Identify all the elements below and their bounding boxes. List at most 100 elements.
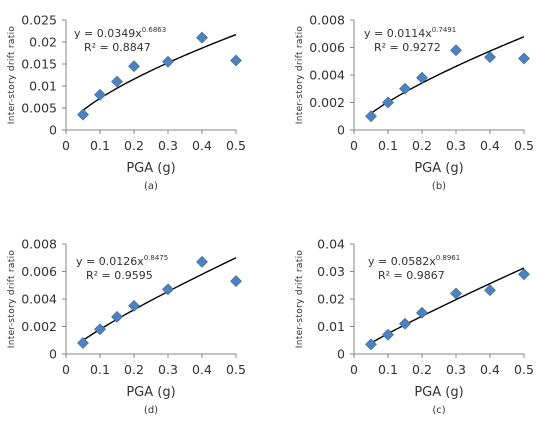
x-tick-label: 0.1: [378, 138, 398, 153]
chart-panel-1: 0 0.005 0.01 0.015 0.02 0.025 0 0.1 0.2 0.3 0.4 0.5…: [7, 13, 246, 193]
data-point: [484, 284, 496, 297]
x-tick-label: 0.5: [226, 362, 246, 377]
y-tick-label: 0.006: [309, 40, 345, 55]
r-squared-label: R² = 0.9595: [86, 269, 153, 282]
x-tick-label: 0.5: [514, 138, 534, 153]
y-tick-label: 0.025: [21, 13, 57, 28]
equation-text: y = 0.0126x: [76, 255, 144, 268]
equation-exponent: 0.8961: [436, 254, 461, 262]
data-point: [382, 328, 394, 341]
data-point: [77, 337, 89, 349]
x-tick-label: 0.1: [90, 362, 110, 377]
panel-caption: (a): [144, 181, 158, 192]
data-point: [399, 317, 411, 330]
trendline-equation: y = 0.0114x0.7491: [364, 26, 456, 40]
panel-caption: (d): [144, 405, 158, 416]
y-axis-label: Inter-story drift ratio: [7, 26, 17, 125]
chart-panel-4: 0 0.01 0.02 0.03 0.04 0 0.1 0.2 0.3 0.4 0.5 PGA (g)…: [295, 237, 534, 417]
trendline: [368, 267, 525, 345]
y-tick-label: 0.02: [317, 292, 345, 307]
y-tick-label: 0.02: [29, 35, 57, 50]
x-tick-label: 0: [62, 138, 70, 153]
x-tick-label: 0: [350, 138, 358, 153]
x-tick-label: 0.1: [90, 138, 110, 153]
trendline-equation: y = 0.0349x0.6863: [74, 26, 166, 40]
x-tick-label: 0.1: [378, 362, 398, 377]
trendline: [368, 36, 525, 116]
equation-text: y = 0.0582x: [368, 255, 436, 268]
y-tick-label: 0.002: [309, 95, 345, 110]
equation-exponent: 0.6863: [142, 26, 167, 34]
x-tick-label: 0.4: [192, 138, 212, 153]
x-tick-label: 0.4: [480, 362, 500, 377]
x-tick-label: 0.2: [124, 362, 144, 377]
x-tick-label: 0.4: [480, 138, 500, 153]
y-tick-label: 0.008: [21, 237, 57, 252]
data-point: [518, 268, 530, 281]
data-point: [94, 88, 106, 101]
y-tick-label: 0.002: [21, 319, 57, 334]
equation-exponent: 0.7491: [432, 26, 457, 34]
y-tick-label: 0.004: [309, 68, 345, 83]
trendline: [80, 33, 237, 113]
data-point: [450, 44, 462, 57]
data-point: [416, 306, 428, 319]
trendline: [80, 257, 237, 343]
data-point: [111, 310, 123, 323]
data-point: [128, 60, 140, 73]
data-point: [365, 338, 377, 351]
data-point: [450, 287, 462, 300]
equation-text: y = 0.0114x: [364, 27, 432, 40]
y-tick-label: 0.006: [21, 264, 57, 279]
x-tick-label: 0.4: [192, 362, 212, 377]
r-squared-label: R² = 0.9272: [374, 41, 441, 54]
chart-panel-2: 0 0.002 0.004 0.006 0.008 0 0.1 0.2 0.3 0.4 0.5 PGA…: [295, 13, 534, 193]
x-tick-label: 0: [62, 362, 70, 377]
trendline-equation: y = 0.0126x0.8475: [76, 254, 168, 268]
y-tick-label: 0.03: [317, 264, 345, 279]
x-tick-label: 0.2: [412, 138, 432, 153]
y-tick-label: 0.01: [29, 79, 57, 94]
y-tick-label: 0.015: [21, 57, 57, 72]
y-tick-label: 0.01: [317, 319, 345, 334]
data-point: [484, 51, 496, 64]
x-tick-label: 0: [350, 362, 358, 377]
equation-text: y = 0.0349x: [74, 27, 142, 40]
chart-panel-3: 0 0.002 0.004 0.006 0.008 0 0.1 0.2 0.3 0.4 0.5 PGA…: [7, 237, 246, 417]
data-point: [77, 108, 89, 121]
x-tick-label: 0.3: [158, 138, 178, 153]
data-point: [162, 283, 174, 296]
y-tick-label: 0: [337, 347, 345, 362]
data-point: [196, 255, 208, 268]
y-tick-label: 0.008: [309, 13, 345, 28]
data-point: [162, 55, 174, 68]
y-tick-label: 0: [337, 123, 345, 138]
y-tick-label: 0.005: [21, 101, 57, 116]
y-tick-label: 0.04: [317, 237, 345, 252]
r-squared-label: R² = 0.8847: [84, 41, 151, 54]
data-point: [399, 82, 411, 95]
x-tick-label: 0.3: [158, 362, 178, 377]
x-tick-label: 0.3: [446, 362, 466, 377]
x-tick-label: 0.2: [124, 138, 144, 153]
x-tick-label: 0.2: [412, 362, 432, 377]
panel-caption: (b): [432, 181, 446, 192]
y-axis-label: Inter-story drift ratio: [7, 250, 17, 349]
r-squared-label: R² = 0.9867: [378, 269, 445, 282]
x-tick-label: 0.3: [446, 138, 466, 153]
data-point: [416, 71, 428, 84]
y-tick-label: 0.004: [21, 292, 57, 307]
y-tick-label: 0: [49, 123, 57, 138]
data-point: [196, 31, 208, 44]
x-axis-label: PGA (g): [126, 385, 175, 400]
data-point: [230, 275, 242, 288]
data-point: [111, 75, 123, 88]
x-axis-label: PGA (g): [414, 161, 463, 176]
data-point: [382, 96, 394, 109]
x-axis-label: PGA (g): [126, 161, 175, 176]
y-axis-label: Inter-story drift ratio: [295, 26, 305, 125]
data-point: [518, 52, 530, 65]
trendline-equation: y = 0.0582x0.8961: [368, 254, 460, 268]
data-point: [128, 299, 140, 312]
